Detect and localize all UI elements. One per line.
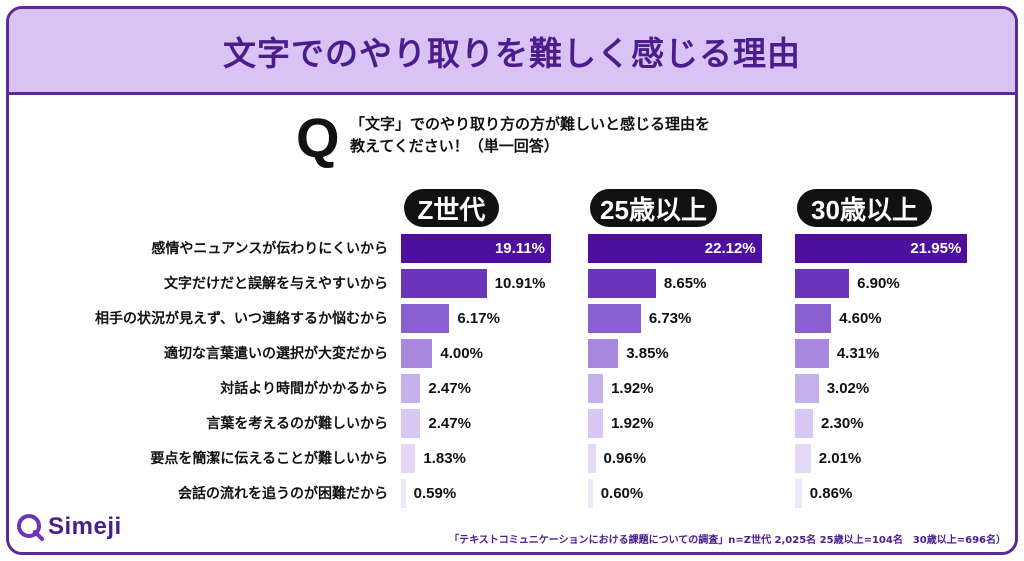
bar bbox=[588, 374, 604, 403]
category-label: 適切な言葉遣いの選択が大変だから bbox=[164, 346, 388, 362]
data-label: 1.92% bbox=[611, 380, 654, 397]
question-block: Q 「文字」でのやり取り方の方が難しいと感じる理由を 教えてください！（単一回答… bbox=[296, 106, 710, 169]
bar bbox=[795, 339, 829, 368]
bar bbox=[588, 304, 641, 333]
page-title: 文字でのやり取りを難しく感じる理由 bbox=[223, 33, 801, 73]
simeji-logo-icon bbox=[17, 514, 44, 541]
category-label: 相手の状況が見えず、いつ連絡するか悩むから bbox=[94, 311, 388, 327]
data-label: 4.00% bbox=[440, 345, 483, 362]
data-label: 0.86% bbox=[809, 485, 853, 502]
bar bbox=[588, 269, 656, 298]
category-label: 会話の流れを追うのが困難だから bbox=[178, 486, 388, 502]
data-label: 6.17% bbox=[457, 310, 500, 327]
data-label: 8.65% bbox=[663, 275, 707, 292]
data-label: 2.30% bbox=[821, 415, 864, 432]
question-mark: Q bbox=[296, 106, 340, 169]
logo-text: Simeji bbox=[48, 513, 122, 540]
data-label: 21.95% bbox=[910, 240, 962, 257]
bar bbox=[401, 339, 433, 368]
bar bbox=[401, 479, 406, 508]
data-label: 6.73% bbox=[648, 310, 692, 327]
bar bbox=[795, 409, 814, 438]
data-label: 1.92% bbox=[611, 415, 654, 432]
bar bbox=[795, 479, 802, 508]
bar bbox=[401, 409, 421, 438]
data-label: 0.60% bbox=[600, 485, 644, 502]
bar bbox=[588, 444, 596, 473]
bar bbox=[401, 444, 416, 473]
data-label: 2.01% bbox=[818, 450, 862, 467]
data-label: 4.31% bbox=[836, 345, 880, 362]
title-banner: 文字でのやり取りを難しく感じる理由 bbox=[9, 9, 1015, 95]
bar bbox=[401, 234, 551, 263]
series-header: Z世代 bbox=[404, 189, 499, 227]
series-header: 25歳以上 bbox=[590, 189, 717, 227]
data-label: 2.47% bbox=[428, 380, 471, 397]
question-text: 「文字」でのやり取り方の方が難しいと感じる理由を 教えてください！（単一回答） bbox=[350, 113, 710, 157]
data-label: 3.02% bbox=[826, 380, 870, 397]
survey-footnote: 「テキストコミュニケーションにおける課題についての調査」n=Z世代 2,025名… bbox=[449, 535, 1006, 546]
bar bbox=[401, 269, 487, 298]
data-label: 6.90% bbox=[857, 275, 900, 292]
data-label: 4.60% bbox=[839, 310, 882, 327]
bar bbox=[588, 479, 593, 508]
category-label: 対話より時間がかかるから bbox=[220, 381, 388, 397]
infographic-frame: 文字でのやり取りを難しく感じる理由 bbox=[6, 6, 1018, 555]
data-label: 22.12% bbox=[704, 240, 756, 257]
bar bbox=[795, 304, 832, 333]
bar bbox=[795, 444, 811, 473]
question-line-1: 「文字」でのやり取り方の方が難しいと感じる理由を bbox=[350, 115, 711, 133]
data-label: 0.96% bbox=[603, 450, 647, 467]
data-label: 19.11% bbox=[494, 240, 545, 257]
question-line-2: 教えてください！（単一回答） bbox=[350, 137, 559, 155]
bar bbox=[401, 304, 450, 333]
category-label: 要点を簡潔に伝えることが難しいから bbox=[150, 451, 388, 467]
category-label: 感情やニュアンスが伝わりにくいから bbox=[151, 241, 388, 257]
data-label: 10.91% bbox=[494, 275, 546, 292]
data-label: 1.83% bbox=[423, 450, 466, 467]
bar bbox=[588, 234, 762, 263]
bar bbox=[401, 374, 421, 403]
category-label: 文字だけだと誤解を与えやすいから bbox=[164, 276, 388, 292]
simeji-logo: Simeji bbox=[16, 513, 122, 541]
bar bbox=[795, 269, 850, 298]
category-label: 言葉を考えるのが難しいから bbox=[206, 416, 388, 432]
data-label: 3.85% bbox=[626, 345, 669, 362]
bar bbox=[588, 409, 604, 438]
bar bbox=[795, 374, 819, 403]
bar bbox=[588, 339, 619, 368]
data-label: 0.59% bbox=[413, 485, 457, 502]
series-header: 30歳以上 bbox=[797, 189, 932, 227]
bar bbox=[795, 234, 968, 263]
data-label: 2.47% bbox=[428, 415, 471, 432]
